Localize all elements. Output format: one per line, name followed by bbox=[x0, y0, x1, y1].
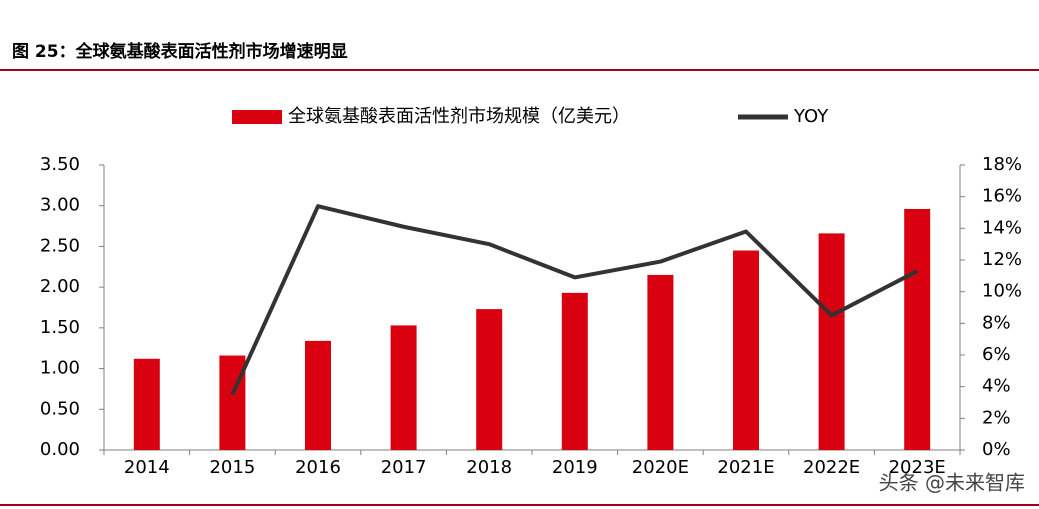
legend-swatch bbox=[232, 110, 282, 124]
chart-title: 图 25：全球氨基酸表面活性剂市场增速明显 bbox=[12, 41, 348, 62]
bar bbox=[305, 340, 331, 450]
x-tick-label: 2018 bbox=[466, 457, 512, 478]
bar bbox=[219, 355, 246, 450]
y2-tick-label: 8% bbox=[982, 312, 1011, 333]
y-tick-label: 0.50 bbox=[40, 398, 80, 419]
x-tick-label: 2021E bbox=[717, 457, 774, 478]
y2-tick-label: 10% bbox=[982, 281, 1022, 302]
y-tick-label: 2.50 bbox=[40, 235, 80, 256]
y2-tick-label: 18% bbox=[982, 154, 1022, 175]
y2-tick-label: 12% bbox=[982, 249, 1022, 270]
bar bbox=[904, 208, 931, 450]
legend-label: 全球氨基酸表面活性剂市场规模（亿美元） bbox=[288, 106, 630, 127]
y2-tick-label: 4% bbox=[982, 376, 1011, 397]
y-tick-label: 2.00 bbox=[40, 276, 80, 297]
bar bbox=[733, 250, 759, 450]
bar bbox=[647, 274, 674, 450]
x-tick-label: 2016 bbox=[295, 457, 341, 478]
legend-label: YOY bbox=[793, 106, 829, 127]
bar bbox=[133, 358, 160, 450]
x-tick-label: 2020E bbox=[632, 457, 689, 478]
bar bbox=[390, 325, 417, 450]
bar bbox=[818, 233, 845, 450]
y2-tick-label: 0% bbox=[982, 439, 1011, 460]
line bbox=[230, 204, 919, 396]
y-tick-label: 0.00 bbox=[40, 439, 80, 460]
x-tick-label: 2017 bbox=[381, 457, 427, 478]
y2-tick-label: 14% bbox=[982, 217, 1022, 238]
y-tick-label: 3.50 bbox=[40, 154, 80, 175]
y2-tick-label: 6% bbox=[982, 344, 1011, 365]
x-tick-label: 2023E bbox=[889, 457, 946, 478]
bar bbox=[561, 292, 588, 450]
x-tick-label: 2022E bbox=[803, 457, 860, 478]
y-tick-label: 1.50 bbox=[40, 317, 80, 338]
bar bbox=[476, 309, 503, 450]
y2-tick-label: 2% bbox=[982, 407, 1011, 428]
y-tick-label: 3.00 bbox=[40, 195, 80, 216]
y-tick-label: 1.00 bbox=[40, 358, 80, 379]
x-tick-label: 2019 bbox=[552, 457, 598, 478]
watermark: 头条 @未来智库 bbox=[879, 471, 1025, 495]
x-tick-label: 2015 bbox=[209, 457, 255, 478]
y2-tick-label: 16% bbox=[982, 186, 1022, 207]
x-tick-label: 2014 bbox=[124, 457, 170, 478]
